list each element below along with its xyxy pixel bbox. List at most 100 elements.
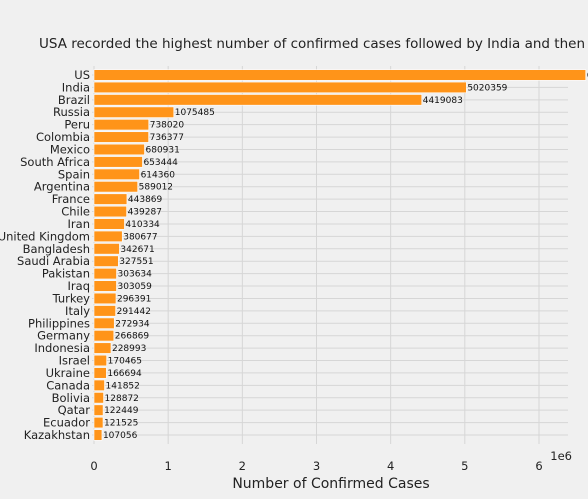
bar	[93, 267, 117, 280]
bar	[93, 354, 107, 367]
bar	[93, 218, 125, 230]
category-label: Iran	[68, 217, 90, 231]
value-label: 1075485	[175, 108, 215, 118]
value-label: 380677	[123, 232, 157, 242]
bar	[93, 143, 145, 156]
value-label: 736377	[150, 133, 184, 143]
bar	[93, 230, 123, 243]
value-label: 128872	[105, 394, 139, 404]
value-label: 443869	[128, 195, 163, 205]
chart-title: USA recorded the highest number of confi…	[39, 36, 588, 52]
value-label: 266869	[115, 332, 150, 342]
value-label: 166694	[107, 369, 142, 379]
value-label: 589012	[139, 183, 173, 193]
bar	[93, 94, 423, 106]
value-label: 439287	[128, 208, 162, 218]
category-label: Ecuador	[43, 416, 90, 430]
value-label: 170465	[108, 357, 142, 367]
bar	[93, 317, 115, 329]
bar	[93, 292, 117, 305]
bar	[93, 404, 104, 416]
value-label: 738020	[150, 121, 185, 131]
value-label: 303634	[118, 270, 153, 280]
category-label: Russia	[53, 105, 90, 119]
category-label: Bolivia	[52, 391, 90, 405]
value-label: 228993	[112, 344, 146, 354]
bar	[93, 205, 127, 218]
bar	[93, 131, 149, 143]
bar	[93, 255, 119, 267]
value-label: 141852	[106, 381, 140, 391]
value-label: 303059	[117, 282, 152, 292]
category-label: Brazil	[58, 93, 90, 107]
x-tick-labels: 0 1 2 3 4 5 6	[90, 459, 542, 473]
bar	[93, 156, 143, 168]
category-label: Spain	[58, 167, 90, 181]
category-label: Philippines	[28, 316, 90, 330]
category-label: Indonesia	[34, 341, 90, 355]
x-tick-label: 1	[165, 459, 172, 473]
bar	[93, 81, 467, 94]
value-label: 614360	[141, 170, 176, 180]
bar	[93, 416, 104, 429]
bar	[93, 392, 104, 404]
value-label: 653444	[143, 158, 178, 168]
category-label: India	[62, 80, 90, 94]
category-label: Turkey	[52, 291, 91, 305]
value-label: 6630051	[587, 71, 588, 81]
category-label: United Kingdom	[0, 229, 90, 243]
x-tick-label: 3	[313, 459, 320, 473]
bar	[93, 193, 128, 205]
x-tick-label: 2	[239, 459, 246, 473]
value-label: 327551	[119, 257, 153, 267]
category-label: US	[74, 68, 90, 82]
value-label: 296391	[117, 294, 151, 304]
x-tick-label: 6	[535, 459, 542, 473]
category-label: Qatar	[58, 403, 91, 417]
category-label: Mexico	[50, 142, 90, 156]
category-label: Canada	[46, 378, 90, 392]
value-label: 107056	[103, 431, 138, 441]
x-tick-label: 4	[387, 459, 394, 473]
category-label: Kazakhstan	[24, 428, 90, 442]
bar	[93, 119, 150, 131]
category-label: Pakistan	[42, 267, 90, 281]
category-label: Iraq	[68, 279, 90, 293]
bar	[93, 367, 107, 379]
category-label: Italy	[65, 304, 90, 318]
x-axis-label: Number of Confirmed Cases	[232, 476, 429, 492]
grid-lines	[92, 66, 568, 444]
value-label: 4419083	[423, 96, 463, 106]
category-label: Colombia	[36, 130, 90, 144]
bar	[93, 342, 112, 354]
x-scale-exponent: 1e6	[550, 449, 572, 463]
value-label: 272934	[115, 319, 150, 329]
bar	[93, 106, 175, 118]
x-tick-label: 0	[90, 459, 97, 473]
category-label: Bangladesh	[23, 242, 90, 256]
bar	[93, 280, 117, 292]
bar	[93, 429, 103, 441]
category-label: Argentina	[34, 180, 90, 194]
value-label: 680931	[146, 145, 180, 155]
category-label: Germany	[37, 329, 90, 343]
category-label: Ukraine	[46, 366, 90, 380]
bar	[93, 69, 587, 81]
category-labels: USIndiaBrazilRussiaPeruColombiaMexicoSou…	[0, 68, 90, 442]
category-label: Saudi Arabia	[17, 254, 90, 268]
category-label: Peru	[64, 118, 90, 132]
value-label: 342671	[120, 245, 154, 255]
bar	[93, 330, 115, 342]
bar	[93, 379, 105, 391]
value-label: 121525	[104, 419, 138, 429]
value-label: 5020359	[467, 83, 507, 93]
value-labels: 6630051 5020359 4419083 1075485 738020 736377…	[103, 71, 588, 441]
bar	[93, 168, 140, 180]
bar	[93, 181, 138, 193]
value-label: 291442	[117, 307, 151, 317]
bars	[93, 69, 587, 441]
category-label: Chile	[61, 205, 90, 219]
value-label: 410334	[125, 220, 160, 230]
bar	[93, 243, 120, 255]
